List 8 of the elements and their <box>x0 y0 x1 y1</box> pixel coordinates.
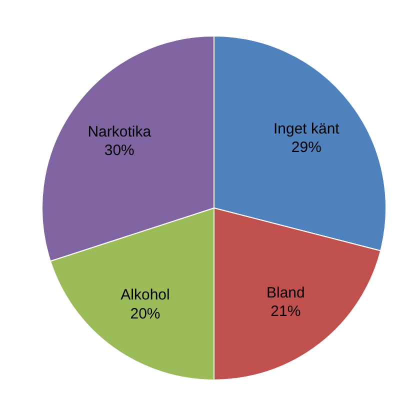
data-label: 29% <box>291 139 322 156</box>
slice-label: Alkohol <box>120 286 170 304</box>
slice-label: Bland <box>266 284 305 302</box>
data-label: 20% <box>130 305 160 322</box>
data-label: 30% <box>104 142 134 160</box>
data-label: 21% <box>270 303 301 320</box>
slice-label: Inget känt <box>273 120 340 138</box>
slice-label: Narkotika <box>88 123 152 140</box>
